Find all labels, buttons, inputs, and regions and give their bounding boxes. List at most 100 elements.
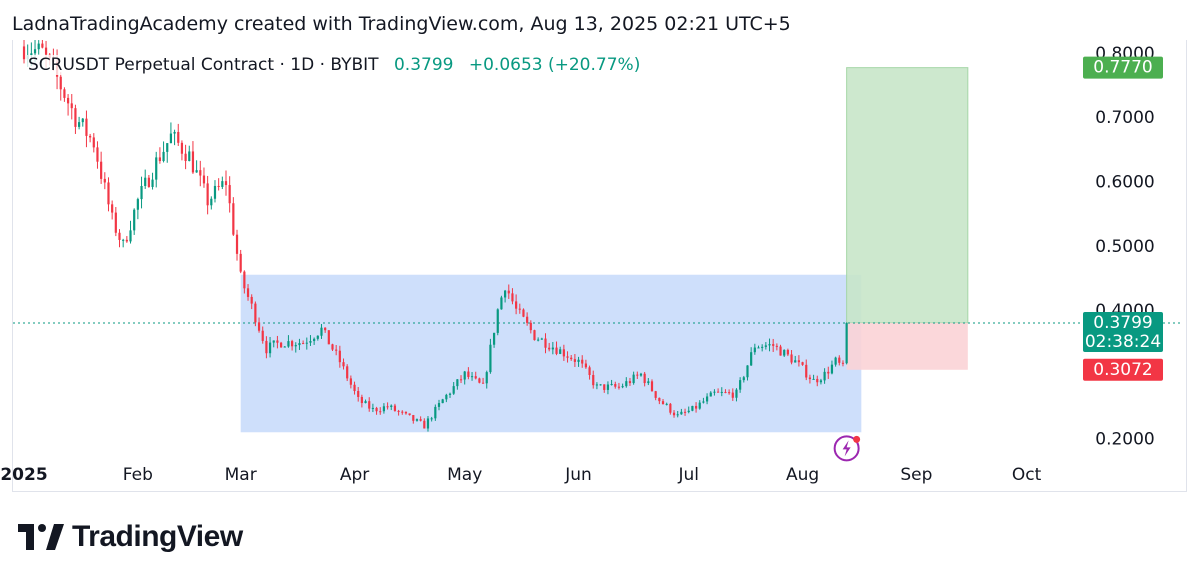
candle-body [177, 131, 180, 143]
candle-body [478, 378, 481, 383]
candle-body [357, 390, 360, 397]
candle-body [838, 357, 841, 363]
candle-body [474, 376, 477, 379]
candle-body [698, 402, 701, 409]
candle-body [22, 46, 26, 60]
candle-body [408, 413, 411, 416]
candle-body [768, 344, 771, 346]
candle-body [654, 391, 657, 398]
candle-body [625, 381, 628, 387]
candle-body [324, 327, 327, 331]
candle-body [232, 203, 235, 235]
candle-body [30, 53, 33, 56]
candle-body [515, 301, 518, 309]
candle-body [481, 382, 485, 384]
stop-price-tag-bg [1083, 358, 1163, 381]
candle-body [283, 346, 286, 348]
stop-zone [846, 323, 968, 370]
candle-body [577, 359, 580, 362]
x-axis-tick-label: 2025 [0, 465, 47, 485]
candle-body [70, 103, 73, 109]
candle-body [166, 143, 169, 152]
candle-body [573, 359, 576, 362]
lightning-icon [842, 440, 851, 457]
candle-body [309, 341, 312, 343]
candle-body [382, 406, 386, 412]
candle-body [364, 401, 367, 404]
candle-body [184, 153, 187, 162]
chart-frame [12, 40, 1187, 492]
candle-body [496, 309, 499, 333]
candle-body [404, 411, 408, 414]
candle-body [507, 290, 510, 294]
candle-body [467, 371, 470, 377]
candle-body [492, 332, 496, 345]
candle-body [705, 396, 709, 402]
candle-body [650, 381, 654, 392]
candle-body [162, 151, 165, 162]
candle-body [265, 340, 268, 354]
candle-body [41, 43, 44, 48]
candle-body [228, 185, 231, 204]
candle-body [302, 343, 305, 345]
candle-body [694, 405, 698, 409]
candle-body [335, 349, 338, 351]
candle-body [731, 392, 734, 398]
candle-body [305, 342, 308, 344]
x-axis-tick-label: May [447, 465, 482, 485]
candle-body [639, 373, 643, 376]
candle-body [118, 232, 121, 240]
candle-body [140, 185, 143, 200]
candle-body [287, 341, 290, 347]
candle-body [739, 380, 742, 390]
y-axis-tick-label: 0.6000 [1095, 172, 1154, 192]
candle-body [617, 386, 621, 388]
candle-body [735, 389, 738, 398]
candle-body [111, 204, 114, 213]
candle-body [89, 135, 92, 138]
candle-body [158, 157, 161, 162]
candle-body [797, 360, 800, 363]
candle-body [397, 410, 400, 412]
candle-body [665, 403, 668, 405]
candle-body [647, 381, 650, 384]
candle-body [386, 406, 389, 408]
candle-body [221, 181, 224, 187]
candle-body [757, 347, 760, 349]
candle-body [812, 378, 815, 380]
candle-body [540, 338, 543, 340]
candle-body [327, 330, 330, 345]
candle-body [584, 363, 587, 368]
candle-body [342, 362, 345, 367]
symbol-legend[interactable]: SCRUSDT Perpetual Contract · 1D · BYBIT … [26, 55, 643, 75]
candle-body [257, 322, 261, 331]
price-chart[interactable]: 2025 Feb Mar Apr May Jun Jul Aug Sep Oct0.80000.7… [0, 0, 1200, 500]
candle-body [680, 411, 683, 415]
chart-credit: LadnaTradingAcademy created with Trading… [12, 13, 791, 35]
candle-body [393, 405, 397, 411]
candle-body [291, 341, 294, 347]
alert-badge [853, 435, 861, 443]
candle-body [316, 335, 319, 339]
candle-body [213, 185, 217, 199]
candle-body [526, 316, 529, 323]
candle-body [632, 374, 635, 384]
target-price-tag: 0.7770 [1083, 56, 1163, 79]
candle-body [779, 346, 782, 356]
candle-body [445, 394, 448, 400]
candle-body [155, 157, 158, 180]
candle-body [845, 323, 848, 364]
candle-body [59, 76, 62, 90]
tradingview-wordmark: TradingView [72, 520, 243, 553]
candle-body [239, 253, 242, 272]
candle-body [555, 347, 558, 354]
candle-body [133, 209, 136, 231]
candle-body [676, 414, 679, 416]
candle-body [298, 343, 301, 346]
candle-body [742, 377, 745, 381]
candle-body [504, 290, 507, 298]
candle-body [147, 177, 150, 187]
candle-body [353, 384, 356, 391]
tradingview-logo[interactable]: TradingView [18, 520, 243, 554]
